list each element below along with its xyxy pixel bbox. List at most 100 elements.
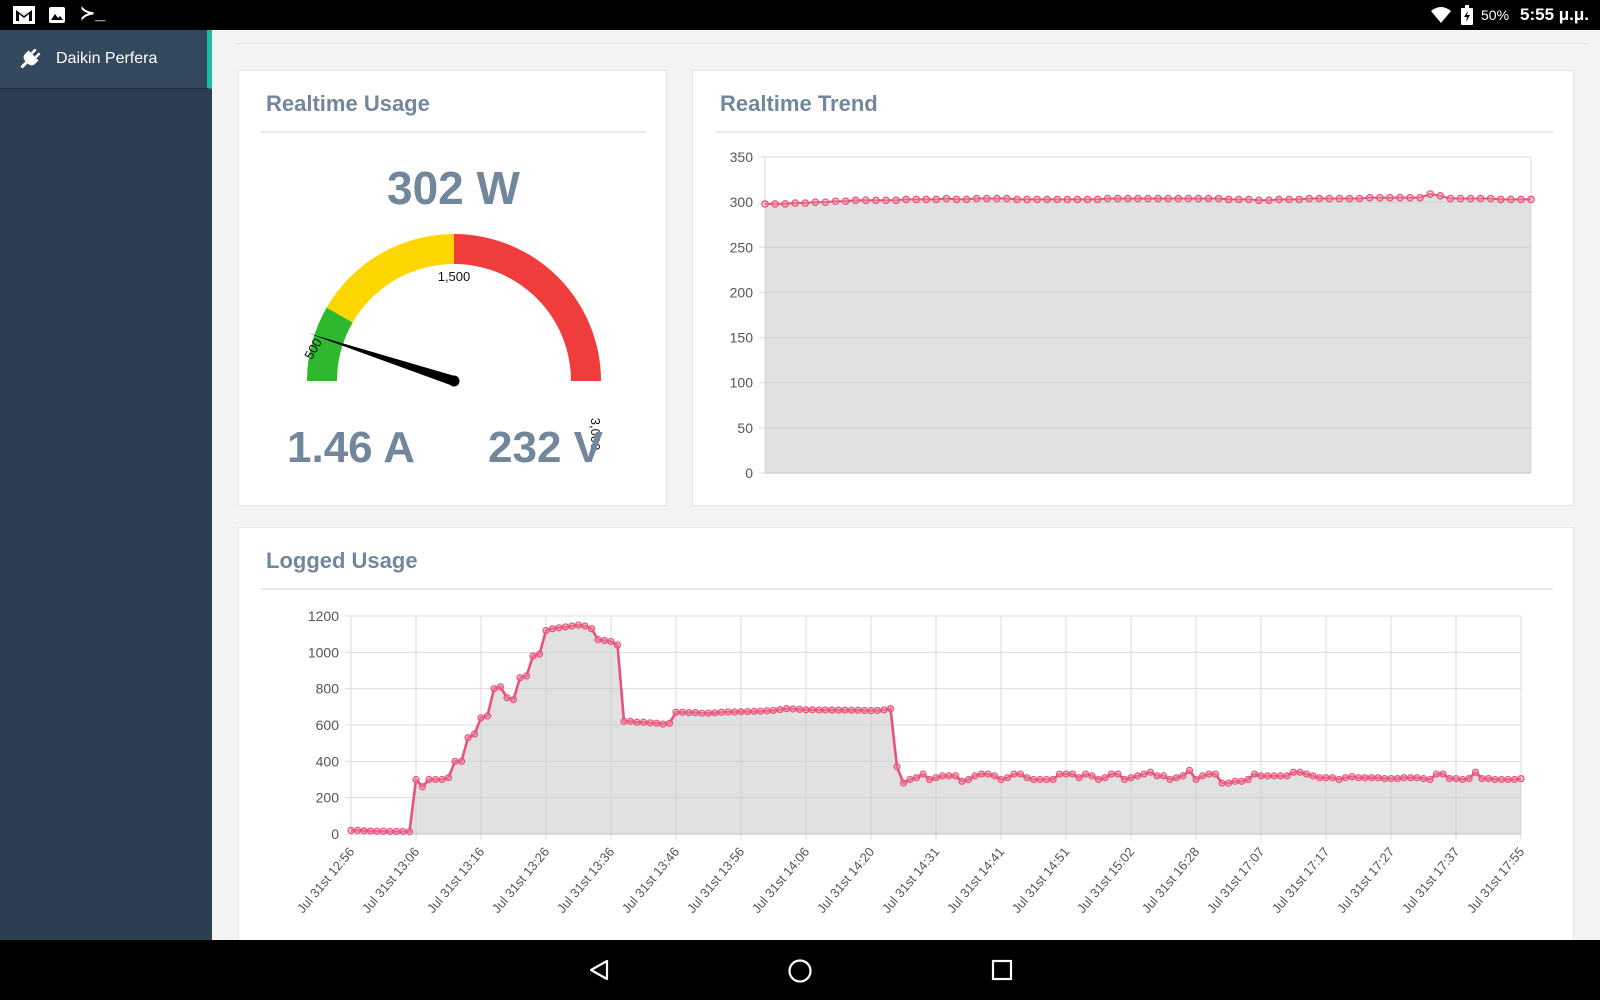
data-point (496, 683, 505, 691)
data-point (1436, 192, 1445, 200)
data-point (1003, 194, 1011, 203)
data-point (730, 708, 739, 716)
data-point (1237, 777, 1246, 785)
data-point (652, 719, 661, 727)
data-point (412, 775, 420, 784)
data-point (1159, 772, 1168, 780)
data-point (1003, 774, 1012, 782)
data-point (945, 772, 953, 780)
data-point (1063, 195, 1072, 204)
x-tick-label: Jul 31st 13:36 (554, 844, 618, 916)
data-point (892, 196, 900, 205)
data-point (1376, 193, 1384, 202)
y-tick-label: 1200 (308, 608, 339, 624)
data-point (1231, 777, 1239, 785)
data-point (882, 196, 890, 205)
data-point (548, 625, 557, 633)
data-point (771, 200, 779, 208)
data-point (561, 623, 570, 631)
data-point (925, 775, 934, 784)
data-point (704, 709, 713, 717)
data-point (1322, 774, 1330, 782)
data-point (873, 706, 882, 715)
data-point (1265, 196, 1273, 205)
data-point (1211, 770, 1220, 778)
data-point (743, 707, 752, 716)
data-point (483, 712, 492, 720)
data-point (1276, 772, 1285, 780)
data-point (1257, 772, 1265, 780)
data-point (789, 705, 797, 713)
battery-icon (1461, 5, 1473, 25)
sidebar: Daikin Perfera (0, 30, 212, 940)
data-point (1055, 770, 1064, 778)
data-point (756, 707, 765, 715)
y-tick-label: 150 (730, 330, 754, 346)
data-point (811, 198, 820, 206)
data-point (1471, 768, 1480, 776)
x-tick-label: Jul 31st 14:06 (749, 844, 813, 916)
data-point (470, 730, 479, 738)
data-point (633, 718, 641, 726)
data-point (1224, 779, 1233, 787)
data-point (418, 783, 427, 791)
sidebar-item-daikin-perfera[interactable]: Daikin Perfera (0, 30, 212, 89)
realtime-trend-chart: 350 300 250 200 150 100 50 0 (730, 149, 1535, 481)
data-point (1107, 770, 1116, 778)
home-icon[interactable] (787, 958, 813, 984)
data-point (1036, 775, 1044, 784)
data-point (1010, 770, 1018, 778)
data-point (922, 195, 931, 204)
data-point (997, 775, 1005, 784)
data-point (990, 772, 999, 780)
gauge-label-1500: 1,500 (438, 269, 471, 284)
data-point (386, 827, 394, 836)
data-point (555, 624, 563, 632)
data-point (906, 775, 914, 784)
status-bar: ≻_ 50% 5:55 μ.μ. (0, 0, 1600, 30)
data-point (899, 779, 908, 787)
power-gauge: 500 1,500 3,000 (301, 234, 603, 450)
data-point (1491, 775, 1499, 784)
data-point (1093, 195, 1102, 204)
data-point (781, 200, 789, 208)
data-point (1214, 194, 1223, 203)
data-point (1124, 194, 1132, 203)
data-point (1387, 774, 1395, 783)
divider (261, 588, 1553, 590)
data-point (1345, 194, 1354, 203)
data-point (1432, 770, 1441, 778)
data-point (1144, 194, 1152, 203)
data-point (972, 194, 981, 203)
data-point (1133, 772, 1142, 780)
data-point (1043, 195, 1052, 204)
data-point (1458, 775, 1467, 784)
data-point (711, 709, 719, 717)
x-tick-label: Jul 31st 17:17 (1269, 844, 1333, 916)
data-point (841, 197, 850, 206)
divider (237, 43, 1587, 44)
back-icon[interactable] (587, 958, 611, 982)
main-content: Realtime Usage 302 W 500 1,500 3,000 1.4… (212, 30, 1600, 940)
data-point (1439, 770, 1447, 778)
data-point (867, 707, 875, 715)
data-point (1426, 775, 1434, 784)
data-point (847, 706, 856, 714)
data-point (1507, 195, 1515, 204)
gauge-band-2 (454, 234, 601, 381)
data-point (1325, 194, 1334, 203)
voltage-reading: 232 V (488, 423, 603, 472)
data-point (691, 709, 700, 717)
logged-usage-panel: Logged Usage 1200 1000 800 600 400 200 0 Jul 31… (238, 527, 1574, 940)
data-point (1413, 774, 1421, 782)
gauge-needle-hub (448, 375, 460, 387)
battery-percent: 50% (1481, 7, 1510, 23)
data-point (962, 195, 971, 204)
data-point (828, 706, 836, 714)
y-tick-label: 250 (730, 239, 754, 255)
x-tick-label: Jul 31st 13:46 (619, 844, 683, 916)
data-point (535, 650, 544, 658)
recents-icon[interactable] (991, 959, 1013, 981)
data-point (613, 641, 622, 649)
data-point (581, 622, 589, 630)
